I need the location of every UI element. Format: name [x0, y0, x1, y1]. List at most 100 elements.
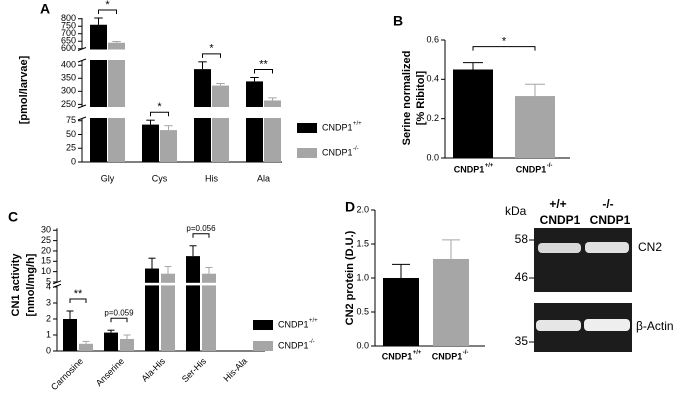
y-tick-label: 1: [46, 329, 51, 339]
bar: [212, 118, 229, 162]
bar: [515, 96, 555, 158]
bar: [161, 285, 175, 351]
marker: 58: [515, 232, 529, 246]
superscript: +/+: [353, 121, 362, 127]
significance-bracket: [150, 111, 169, 117]
bar: [145, 285, 159, 351]
gene: CNDP1: [590, 213, 631, 227]
y-tick-label: 0.0: [426, 152, 439, 162]
legend-label: CNDP1: [278, 340, 309, 350]
legend-swatch: [253, 320, 273, 330]
y-tick-label: 700: [61, 28, 76, 38]
y-tick-label: 20: [41, 245, 51, 255]
bar: [194, 69, 211, 107]
y-tick-label: 400: [61, 60, 76, 70]
axis-break: [52, 283, 62, 288]
y-tick-label: 0: [46, 345, 51, 355]
x-tick-label: CNDP1: [516, 164, 547, 174]
significance-bracket: [472, 46, 536, 51]
x-tick-label: Ala: [257, 173, 270, 183]
superscript: -/-: [463, 350, 469, 356]
x-tick-label: Ala-His: [140, 356, 168, 384]
superscript: -/-: [547, 163, 553, 169]
blot-band: [585, 242, 629, 253]
superscript: +/+: [485, 163, 494, 169]
y-tick-label: 1.5: [356, 238, 369, 248]
legend-label: CNDP1: [322, 147, 353, 157]
x-tick-label: Gly: [101, 173, 115, 183]
superscript: +/+: [413, 350, 422, 356]
bar: [108, 118, 125, 162]
significance-bracket: [192, 233, 210, 238]
blot-band: [538, 243, 581, 253]
legend-swatch: [297, 148, 317, 158]
bar: [108, 42, 125, 50]
y-tick-label: 300: [61, 86, 76, 96]
y-tick-label: 2.0: [356, 204, 369, 214]
y-tick-label: 30: [41, 225, 51, 235]
axis-break: [77, 104, 87, 109]
x-tick-label: His-Ala: [222, 356, 250, 384]
y-tick-label: 600: [61, 43, 76, 53]
bar: [104, 332, 118, 351]
x-tick-label: Carnosine: [49, 356, 85, 392]
unit: kDa: [505, 204, 527, 218]
y-axis-title: Serine normalized: [401, 51, 413, 146]
significance-label: p=0.059: [104, 308, 134, 317]
y-tick-label: 1.0: [356, 272, 369, 282]
significance-bracket: [69, 298, 87, 303]
panel-letter: D: [345, 199, 355, 215]
y-tick-label: 5: [46, 276, 51, 286]
bar: [202, 273, 216, 283]
bar: [120, 339, 134, 351]
y-tick-label: 750: [61, 21, 76, 31]
significance-bracket: [254, 68, 273, 74]
significance-bracket: [202, 53, 221, 58]
legend-swatch: [253, 341, 273, 351]
panel-letter: B: [393, 13, 403, 29]
bar: [90, 118, 107, 162]
blot-band: [536, 320, 581, 331]
bar: [246, 118, 263, 162]
y-axis-title: [nmol/mg/h]: [25, 253, 37, 316]
y-axis-title: CN1 activity: [10, 253, 22, 317]
marker: 46: [515, 270, 529, 284]
significance-label: *: [105, 0, 110, 11]
bar: [202, 285, 216, 351]
x-tick-label: CNDP1: [432, 351, 463, 361]
x-tick-label: Cys: [152, 173, 168, 183]
y-tick-label: 350: [61, 73, 76, 83]
bar: [79, 343, 93, 351]
y-tick-label: 0.6: [426, 34, 439, 44]
bar: [264, 100, 281, 107]
x-tick-label: His: [205, 173, 218, 183]
panel-letter: C: [8, 209, 18, 225]
significance-label: **: [74, 288, 83, 300]
significance-bracket: [110, 317, 128, 323]
bar: [186, 256, 200, 283]
bar: [433, 258, 469, 346]
legend-label: CNDP1: [322, 122, 353, 132]
band-label: β-Actin: [636, 319, 674, 333]
bar: [63, 319, 77, 351]
x-tick-label: CNDP1: [382, 351, 413, 361]
gene: CNDP1: [540, 213, 581, 227]
y-tick-label: 50: [66, 129, 76, 139]
axis-break: [77, 116, 87, 121]
bar: [264, 118, 281, 162]
y-tick-label: 10: [41, 266, 51, 276]
y-axis-title: CN2 protein (D.U.): [344, 230, 356, 325]
significance-label: *: [157, 101, 162, 113]
significance-label: **: [259, 58, 268, 70]
bar: [383, 278, 419, 346]
y-tick-label: 0.2: [426, 113, 439, 123]
y-axis-title: [pmol/larvae]: [18, 55, 30, 124]
y-tick-label: 3: [46, 297, 51, 307]
y-tick-label: 15: [41, 256, 51, 266]
bar: [186, 285, 200, 351]
bar: [212, 85, 229, 107]
y-tick-label: 250: [61, 99, 76, 109]
bar: [108, 60, 125, 107]
blot-band: [584, 319, 630, 331]
